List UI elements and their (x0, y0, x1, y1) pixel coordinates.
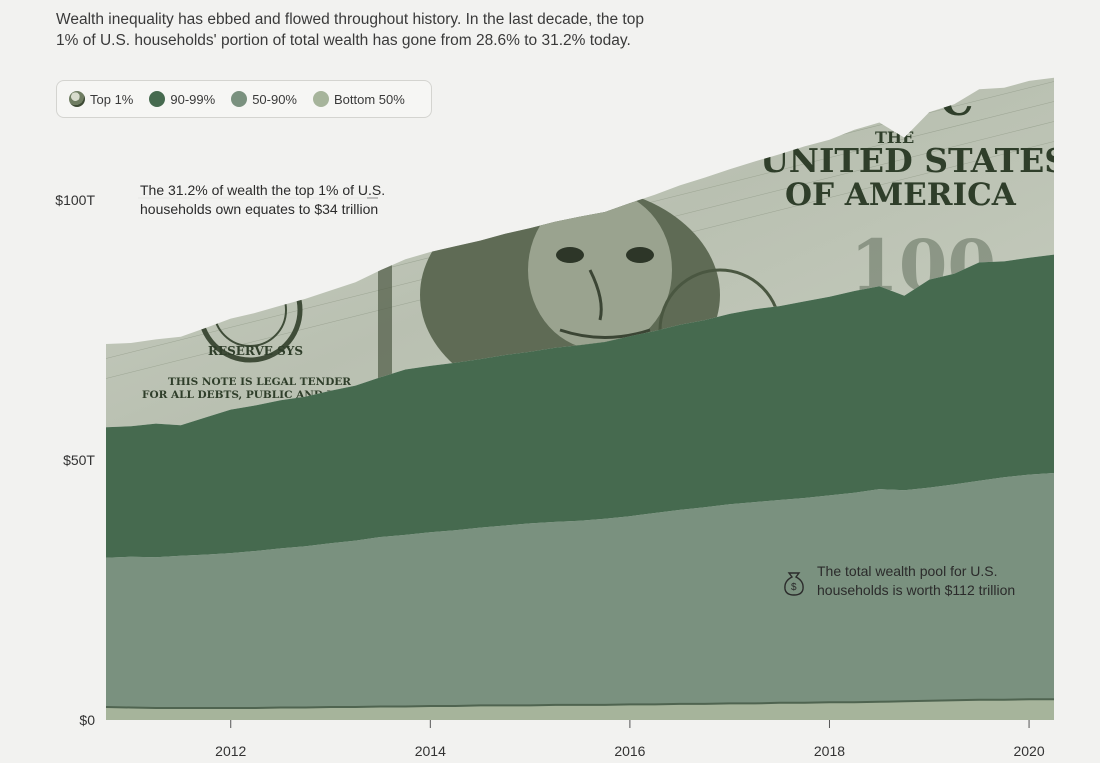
legend-swatch (313, 91, 329, 107)
bill-america: OF AMERICA (785, 177, 1017, 213)
total-annotation-line-2: households is worth $112 trillion (817, 582, 1015, 598)
subtitle-line-2: 1% of U.S. households' portion of total … (56, 32, 631, 49)
legend-swatch (231, 91, 248, 107)
x-tick-label: 2016 (614, 743, 645, 759)
seal-text: RESERVE SYS (208, 344, 303, 358)
chart-subtitle: Wealth inequality has ebbed and flowed t… (56, 9, 676, 51)
area-50-90- (106, 473, 1054, 708)
money-bag-icon: $ (784, 572, 804, 596)
total-annotation-line-1: The total wealth pool for U.S. (817, 563, 998, 579)
legend-label: Top 1% (90, 91, 134, 107)
top1-annotation-line-2: households own equates to $34 trillion (140, 201, 378, 217)
area-bottom-50- (106, 699, 1054, 720)
subtitle-line-1: Wealth inequality has ebbed and flowed t… (56, 11, 644, 28)
bill-denomination: C (940, 76, 973, 125)
svg-text:$: $ (791, 582, 797, 593)
bill-united: UNITED STATES (760, 141, 1068, 180)
series-layer (105, 254, 1054, 720)
bill-legal-line-1: THIS NOTE IS LEGAL TENDER (168, 376, 351, 388)
legend-swatch (149, 91, 166, 107)
bottom50-boundary-line (105, 698, 1054, 709)
x-tick-label: 2018 (814, 743, 845, 759)
top1-annotation-line-1: The 31.2% of wealth the top 1% of U.S. (140, 182, 385, 198)
area-90-99- (106, 254, 1054, 558)
x-tick-label: 2014 (415, 743, 446, 759)
x-tick-label: 2020 (1013, 743, 1044, 759)
legend-label: 90-99% (170, 91, 216, 107)
legend-item-bottom50: Bottom 50% (313, 91, 405, 107)
x-tick-label: 2012 (215, 743, 246, 759)
legend-label: Bottom 50% (334, 91, 405, 107)
legend-item-top1: Top 1% (69, 91, 133, 107)
y-tick-label: $50T (63, 452, 95, 468)
portrait-coin-icon (69, 91, 85, 107)
y-tick-label: $0 (79, 712, 95, 728)
legend-item-50-90: 50-90% (231, 91, 297, 107)
legend: Top 1% 90-99% 50-90% Bottom 50% (56, 80, 432, 118)
legend-item-90-99: 90-99% (149, 91, 215, 107)
axis-layer: $0 $50T $100T 2012 2014 2016 2018 2020 (55, 192, 1045, 759)
y-tick-label: $100T (55, 192, 95, 208)
legend-label: 50-90% (252, 91, 297, 107)
